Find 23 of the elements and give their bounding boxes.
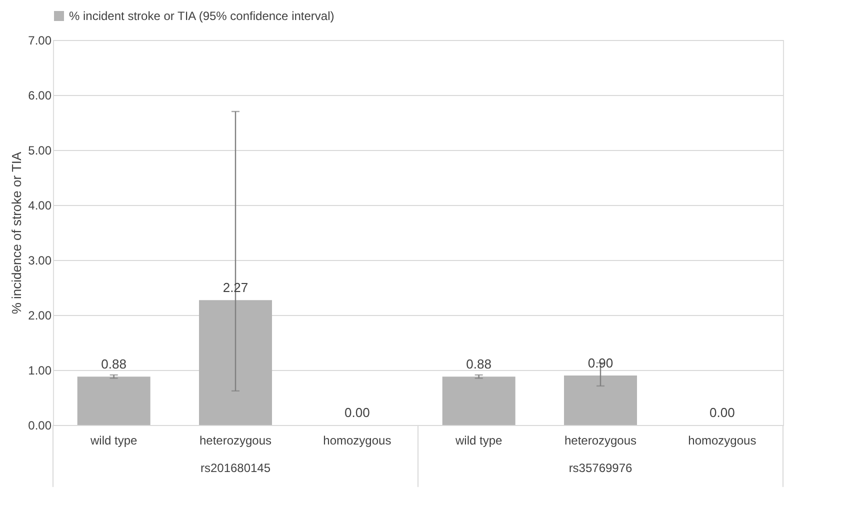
y-tick-label: 1.00 xyxy=(28,364,52,378)
x-tick-label: homozygous xyxy=(688,434,756,448)
x-tick-label: wild type xyxy=(89,434,138,448)
text: rs35769976 xyxy=(568,461,633,475)
y-axis-title: % incidence of stroke or TIA xyxy=(9,152,24,314)
x-tick-label: heterozygous xyxy=(564,434,637,448)
y-tick-label: 0.00 xyxy=(28,418,52,432)
y-tick-label: 7.00 xyxy=(28,34,52,48)
x-tick-label: homozygous xyxy=(323,434,392,448)
data-label: 0.00 xyxy=(344,405,370,420)
y-tick-label: 5.00 xyxy=(28,144,52,158)
legend-label: % incident stroke or TIA (95% confidence interval) xyxy=(69,9,334,23)
data-label: 0.90 xyxy=(588,356,614,370)
x-tick-label: heterozygous xyxy=(199,434,272,448)
y-tick-label: 3.00 xyxy=(28,254,52,268)
data-label: 0.00 xyxy=(710,405,735,420)
text: rs201680145 xyxy=(200,461,271,475)
y-tick-label: 2.00 xyxy=(28,308,52,322)
x-tick-label: wild type xyxy=(454,434,503,448)
data-label: 0.88 xyxy=(466,356,492,372)
y-tick-label: 4.00 xyxy=(28,198,52,212)
y-tick-label: 6.00 xyxy=(28,88,52,102)
data-label: 0.88 xyxy=(101,356,126,372)
